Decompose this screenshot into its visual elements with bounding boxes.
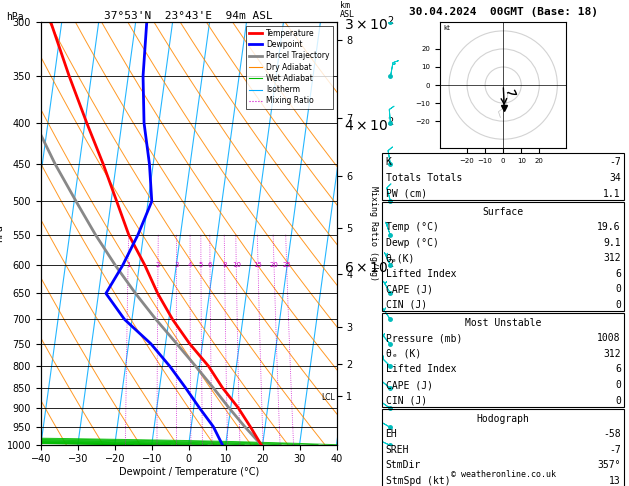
Text: 0: 0 [615, 300, 621, 310]
Text: 1008: 1008 [598, 333, 621, 343]
Text: θₑ (K): θₑ (K) [386, 349, 421, 359]
Y-axis label: hPa: hPa [0, 225, 4, 242]
Text: 25: 25 [282, 262, 291, 268]
Text: 13: 13 [609, 476, 621, 486]
Text: Surface: Surface [482, 207, 524, 216]
Legend: Temperature, Dewpoint, Parcel Trajectory, Dry Adiabat, Wet Adiabat, Isotherm, Mi: Temperature, Dewpoint, Parcel Trajectory… [245, 26, 333, 108]
Text: 20: 20 [270, 262, 279, 268]
Text: -7: -7 [609, 157, 621, 167]
Text: 1: 1 [126, 262, 130, 268]
Text: 5: 5 [199, 262, 203, 268]
Text: LCL: LCL [321, 393, 335, 402]
Text: 34: 34 [609, 173, 621, 183]
Text: 6: 6 [208, 262, 212, 268]
Text: θₑ(K): θₑ(K) [386, 253, 415, 263]
Text: K: K [386, 157, 391, 167]
Text: PW (cm): PW (cm) [386, 189, 426, 198]
Text: 15: 15 [253, 262, 262, 268]
Text: CIN (J): CIN (J) [386, 300, 426, 310]
Text: 4: 4 [188, 262, 192, 268]
Text: StmDir: StmDir [386, 460, 421, 470]
Text: CAPE (J): CAPE (J) [386, 284, 433, 294]
Text: 312: 312 [603, 253, 621, 263]
Text: Mixing Ratio (g/kg): Mixing Ratio (g/kg) [369, 186, 378, 281]
X-axis label: Dewpoint / Temperature (°C): Dewpoint / Temperature (°C) [119, 467, 259, 477]
Text: -58: -58 [603, 429, 621, 439]
Text: Lifted Index: Lifted Index [386, 269, 456, 278]
Text: 6: 6 [615, 364, 621, 374]
Text: CAPE (J): CAPE (J) [386, 380, 433, 390]
Text: kt: kt [443, 25, 450, 32]
Text: Temp (°C): Temp (°C) [386, 222, 438, 232]
Text: Totals Totals: Totals Totals [386, 173, 462, 183]
Text: 19.6: 19.6 [598, 222, 621, 232]
Text: km
ASL: km ASL [340, 1, 355, 19]
Text: CIN (J): CIN (J) [386, 396, 426, 405]
Text: 0: 0 [615, 284, 621, 294]
Text: 30.04.2024  00GMT (Base: 18): 30.04.2024 00GMT (Base: 18) [409, 7, 598, 17]
Text: -7: -7 [609, 445, 621, 454]
Text: StmSpd (kt): StmSpd (kt) [386, 476, 450, 486]
Text: 0: 0 [615, 396, 621, 405]
Text: 10: 10 [231, 262, 241, 268]
Text: 357°: 357° [598, 460, 621, 470]
Text: 2: 2 [156, 262, 160, 268]
Text: Dewp (°C): Dewp (°C) [386, 238, 438, 247]
Text: 1.1: 1.1 [603, 189, 621, 198]
Text: EH: EH [386, 429, 398, 439]
Text: 6: 6 [615, 269, 621, 278]
Text: © weatheronline.co.uk: © weatheronline.co.uk [451, 469, 555, 479]
Text: Most Unstable: Most Unstable [465, 318, 542, 328]
Text: Lifted Index: Lifted Index [386, 364, 456, 374]
Text: Hodograph: Hodograph [477, 414, 530, 423]
Text: 8: 8 [223, 262, 227, 268]
Text: hPa: hPa [6, 12, 24, 22]
Text: 0: 0 [615, 380, 621, 390]
Text: 312: 312 [603, 349, 621, 359]
Text: 3: 3 [174, 262, 179, 268]
Text: SREH: SREH [386, 445, 409, 454]
Text: 9.1: 9.1 [603, 238, 621, 247]
Text: Pressure (mb): Pressure (mb) [386, 333, 462, 343]
Title: 37°53'N  23°43'E  94m ASL: 37°53'N 23°43'E 94m ASL [104, 11, 273, 21]
